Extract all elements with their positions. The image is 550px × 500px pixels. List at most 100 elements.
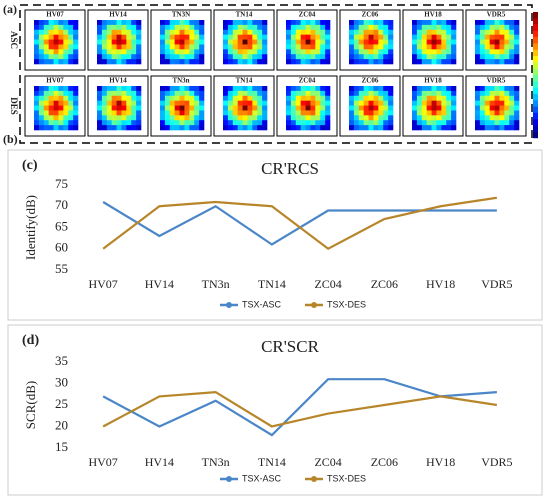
- heatmap-cell: [300, 86, 306, 92]
- heatmap-cell: [38, 110, 45, 116]
- heatmap-cell: [436, 24, 442, 31]
- heatmap-cell: [116, 49, 122, 55]
- heatmap-cell: [286, 54, 292, 60]
- heatmap-cell: [368, 29, 374, 35]
- heatmap-cell: [325, 49, 331, 55]
- heatmap-cell: [353, 44, 360, 50]
- heatmap-cell: [111, 39, 117, 45]
- heatmap-cell: [247, 49, 253, 55]
- heatmap-cell: [363, 115, 369, 121]
- heatmap-cell: [106, 105, 112, 111]
- heatmap-cell: [431, 90, 437, 97]
- heatmap-cell: [441, 49, 447, 55]
- x-tick-label: ZC06: [371, 455, 398, 469]
- heatmap-cell: [257, 100, 263, 106]
- heatmap-cell: [252, 59, 258, 65]
- heatmap-cell: [189, 24, 195, 31]
- heatmap-cell: [53, 34, 59, 40]
- heatmap-cell: [509, 44, 515, 50]
- thumbnail-title: VDR5: [487, 11, 506, 19]
- heatmap-cell: [300, 125, 306, 131]
- heatmap-cell: [320, 110, 326, 116]
- heatmap-cell: [232, 120, 238, 126]
- legend-marker: [311, 476, 317, 482]
- panel-d-frame: [7, 324, 543, 496]
- heatmap-cell: [48, 49, 54, 55]
- heatmap-cell: [252, 86, 258, 92]
- heatmap-cell: [227, 120, 234, 126]
- heatmap-cell: [131, 95, 137, 101]
- heatmap-cell: [388, 54, 394, 60]
- heatmap-cell: [232, 54, 238, 60]
- heatmap-cell: [174, 105, 180, 111]
- heatmap-cell: [310, 110, 316, 116]
- heatmap-cell: [416, 86, 423, 92]
- heatmap-cell: [184, 44, 190, 50]
- heatmap-cell: [373, 24, 379, 31]
- heatmap-cell: [514, 86, 520, 92]
- heatmap-cell: [106, 39, 112, 45]
- heatmap-cell: [257, 20, 263, 26]
- heatmap-cell: [189, 105, 195, 111]
- heatmap-cell: [131, 24, 137, 31]
- heatmap-cell: [111, 105, 117, 111]
- heatmap-cell: [63, 34, 69, 40]
- heatmap-cell: [286, 44, 292, 50]
- heatmap-cell: [431, 39, 437, 45]
- heatmap-cell: [489, 86, 495, 92]
- heatmap-cell: [388, 20, 394, 26]
- heatmap-cell: [489, 105, 495, 111]
- heatmap-cell: [43, 34, 49, 40]
- heatmap-cell: [48, 120, 54, 126]
- heatmap-cell: [475, 34, 481, 40]
- heatmap-cell: [121, 39, 127, 45]
- heatmap-cell: [509, 39, 515, 45]
- heatmap-cell: [252, 110, 258, 116]
- heatmap-cell: [412, 54, 418, 60]
- heatmap-cell: [388, 100, 394, 106]
- heatmap-cell: [489, 110, 495, 116]
- thumbnail-title: HV07: [46, 77, 64, 85]
- heatmap-cell: [349, 44, 355, 50]
- heatmap-cell: [126, 105, 132, 111]
- heatmap-cell: [58, 59, 64, 65]
- heatmap-cell: [446, 105, 452, 111]
- heatmap-cell: [383, 100, 389, 106]
- heatmap-cell: [412, 86, 418, 92]
- thumbnail-title: HV14: [109, 11, 127, 19]
- heatmap-cell: [436, 39, 442, 45]
- heatmap-cell: [484, 44, 490, 50]
- heatmap-cell: [247, 86, 253, 92]
- heatmap-cell: [446, 110, 452, 116]
- heatmap-cell: [126, 120, 132, 126]
- heatmap-cell: [237, 105, 243, 111]
- heatmap-cell: [97, 24, 103, 31]
- heatmap-cell: [363, 95, 369, 101]
- heatmap-cell: [242, 54, 248, 60]
- heatmap-cell: [286, 59, 292, 65]
- x-tick-label: TN14: [258, 277, 286, 291]
- heatmap-cell: [164, 86, 171, 92]
- heatmap-cell: [232, 24, 238, 31]
- heatmap-cell: [494, 90, 500, 97]
- heatmap-cell: [388, 90, 394, 97]
- heatmap-cell: [295, 34, 301, 40]
- heatmap-cell: [232, 115, 238, 121]
- heatmap-cell: [451, 49, 457, 55]
- heatmap-cell: [315, 34, 321, 40]
- heatmap-cell: [325, 105, 331, 111]
- heatmap-cell: [257, 54, 263, 60]
- heatmap-cell: [189, 34, 195, 40]
- heatmap-cell: [179, 125, 185, 131]
- heatmap-cell: [121, 105, 127, 111]
- heatmap-cell: [160, 110, 166, 116]
- heatmap-cell: [436, 59, 442, 65]
- heatmap-cell: [358, 29, 364, 35]
- heatmap-cell: [509, 100, 515, 106]
- heatmap-cell: [368, 49, 374, 55]
- heatmap-cell: [43, 54, 49, 60]
- heatmap-cell: [43, 59, 49, 65]
- heatmap-cell: [68, 39, 74, 45]
- heatmap-cell: [295, 59, 301, 65]
- heatmap-cell: [131, 120, 137, 126]
